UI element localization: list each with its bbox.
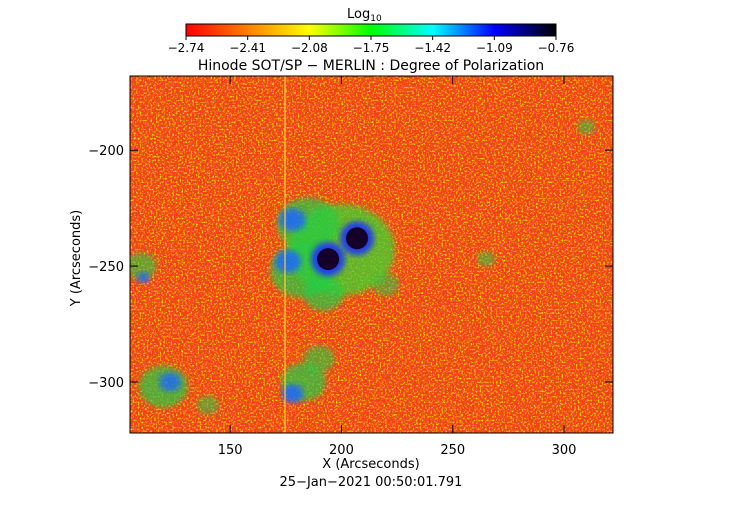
x-tick-label: 250 xyxy=(440,443,465,458)
y-tick-label: −250 xyxy=(88,260,124,275)
y-axis-ticks: −200 −250 −300 xyxy=(88,144,613,391)
x-axis-label: X (Arcseconds) xyxy=(322,457,419,472)
heatmap-image xyxy=(130,76,613,433)
plot-frame xyxy=(129,75,614,434)
x-tick-label: 200 xyxy=(329,443,354,458)
x-tick-label: 150 xyxy=(218,443,243,458)
colorbar-label-subscript: 10 xyxy=(370,14,382,24)
colorbar-tick-label: −0.76 xyxy=(538,41,575,55)
y-tick-label: −300 xyxy=(88,376,124,391)
colorbar-tick-label: −1.42 xyxy=(414,41,451,55)
sunspots xyxy=(311,221,375,277)
colorbar-tick-label: −1.09 xyxy=(476,41,513,55)
y-axis-label: Y (Arcseconds) xyxy=(69,210,84,307)
sunspot-umbra xyxy=(317,248,340,271)
colorbar: Log10 −2.74 −2.41 −2.08 −1.75 −1.42 −1.09 −0.7… xyxy=(168,7,575,55)
colorbar-ticks: −2.74 −2.41 −2.08 −1.75 −1.42 −1.09 −0.76 xyxy=(168,36,575,55)
timestamp: 25−Jan−2021 00:50:01.791 xyxy=(280,475,463,490)
sunspot-umbra xyxy=(346,227,369,250)
y-tick-label: −200 xyxy=(88,144,124,159)
heatmap-texture-green xyxy=(130,76,613,433)
colorbar-tick-label: −1.75 xyxy=(353,41,390,55)
colorbar-tick-label: −2.74 xyxy=(168,41,205,55)
colorbar-tick-label: −2.41 xyxy=(229,41,266,55)
colorbar-rect xyxy=(185,23,557,37)
x-tick-label: 300 xyxy=(552,443,577,458)
chart-title: Hinode SOT/SP − MERLIN : Degree of Polar… xyxy=(198,58,544,74)
x-axis-ticks: 150 200 250 300 xyxy=(218,76,577,458)
colorbar-tick-label: −2.08 xyxy=(291,41,328,55)
colorbar-label: Log10 xyxy=(347,7,382,24)
